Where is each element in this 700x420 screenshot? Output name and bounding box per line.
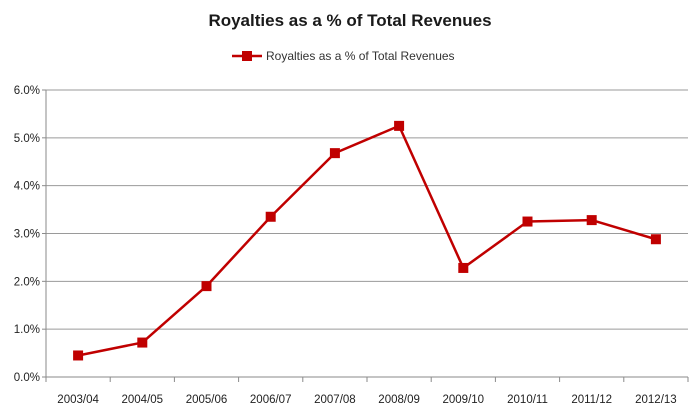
- data-point-2011-12: [586, 215, 597, 226]
- y-tick-label: 1.0%: [14, 324, 40, 336]
- x-tick-label: 2009/10: [443, 394, 485, 406]
- data-point-2006-07: [265, 211, 276, 222]
- data-point-2007-08: [329, 148, 340, 159]
- data-point-2012-13: [650, 234, 661, 245]
- x-axis-ticks: 2003/04 2004/05 2005/06 2006/07 2007/08 2008/…: [45, 377, 689, 406]
- x-tick-label: 2007/08: [314, 394, 356, 406]
- legend-label: Royalties as a % of Total Revenues: [266, 49, 455, 63]
- data-point-2008-09: [394, 120, 405, 131]
- y-tick-label: 2.0%: [14, 276, 40, 288]
- series-line: [77, 124, 657, 357]
- chart-title: Royalties as a % of Total Revenues: [208, 11, 491, 30]
- x-tick-label: 2004/05: [122, 394, 164, 406]
- y-tick-label: 5.0%: [14, 133, 40, 145]
- data-point-2004-05: [137, 337, 148, 348]
- x-tick-label: 2006/07: [250, 394, 292, 406]
- y-tick-label: 0.0%: [14, 372, 40, 384]
- x-tick-label: 2011/12: [571, 394, 612, 406]
- y-tick-label: 6.0%: [14, 85, 40, 97]
- legend-square-marker: [242, 51, 252, 61]
- gridlines: [46, 89, 688, 330]
- data-point-2003-04: [73, 350, 84, 361]
- data-point-2010-11: [522, 216, 533, 227]
- x-tick-label: 2010/11: [507, 394, 548, 406]
- data-point-2005-06: [201, 281, 212, 292]
- x-tick-label: 2005/06: [186, 394, 228, 406]
- y-tick-label: 4.0%: [14, 181, 40, 193]
- series-royalties: [73, 120, 661, 361]
- x-tick-label: 2008/09: [378, 394, 420, 406]
- y-tick-label: 3.0%: [14, 229, 40, 241]
- data-point-2009-10: [458, 262, 469, 273]
- legend: Royalties as a % of Total Revenues: [232, 49, 455, 63]
- x-tick-label: 2012/13: [635, 394, 677, 406]
- x-tick-label: 2003/04: [57, 394, 99, 406]
- y-axis-ticks: 0.0% 1.0% 2.0% 3.0% 4.0% 5.0% 6.0%: [14, 85, 46, 384]
